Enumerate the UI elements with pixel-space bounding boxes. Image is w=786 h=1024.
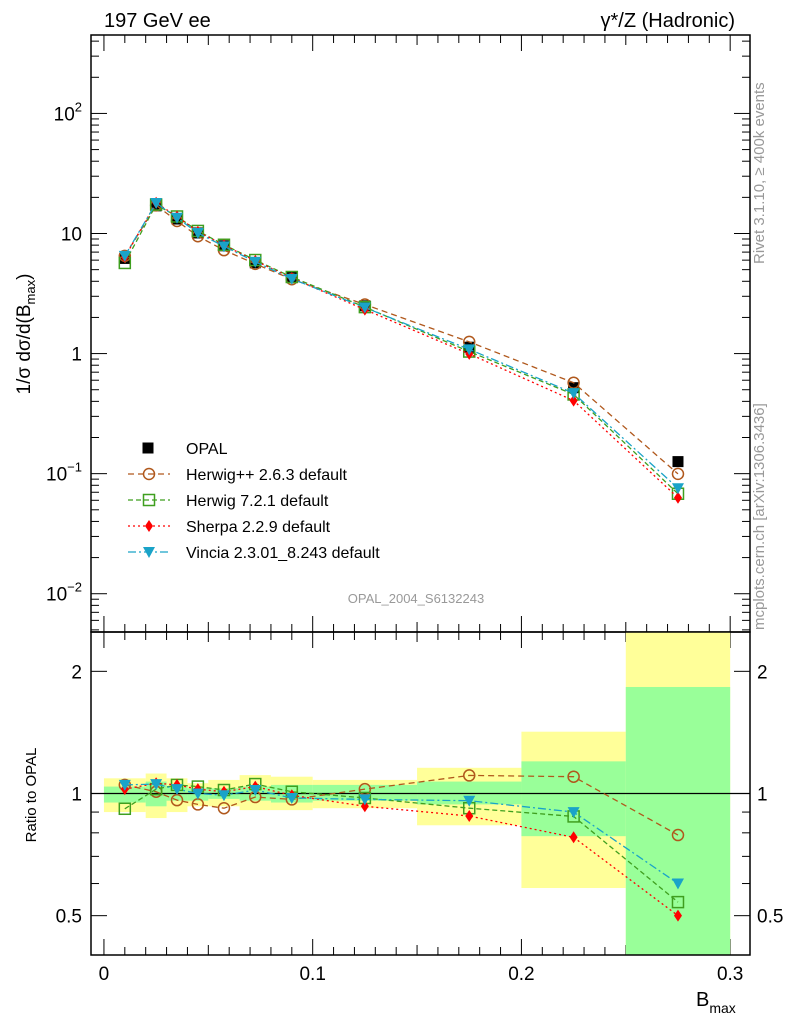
y-axis-label-close: ) xyxy=(14,274,35,280)
y-axis-label-sub: max xyxy=(23,279,38,304)
series-point-ratio xyxy=(191,788,204,800)
series-point-ratio xyxy=(150,779,163,791)
y-tick-label-base: 1 xyxy=(71,345,82,366)
series-point-ratio xyxy=(118,802,132,816)
series-point-ratio xyxy=(569,831,578,844)
x-tick-label: 0.1 xyxy=(299,964,325,985)
ratio-y-tick-label-left: 2 xyxy=(71,662,82,683)
band-stat xyxy=(521,761,626,837)
series-point-main xyxy=(249,256,262,268)
series-point-main xyxy=(285,273,298,285)
series-point-main xyxy=(569,394,578,407)
series-point-ratio xyxy=(358,794,371,806)
header-right: γ*/Z (Hadronic) xyxy=(601,10,735,32)
legend-marker-opal xyxy=(142,442,154,454)
legend-marker xyxy=(142,467,156,481)
ratio-y-tick-label-left: 0.5 xyxy=(56,907,82,928)
series-point-ratio xyxy=(671,828,685,842)
y-tick-label-base: 10 xyxy=(61,225,82,246)
series-point-main xyxy=(217,241,230,253)
series-point-main xyxy=(118,250,131,262)
y-tick-label: 102 xyxy=(54,99,82,125)
series-line-main xyxy=(124,204,679,475)
ratio-panel: 0.5 0.5 1 1 2 2 0 0.1 0.2 0.3 xyxy=(56,631,783,985)
y-tick-label: 1 xyxy=(71,345,82,366)
y-tick-label: 10 xyxy=(61,225,82,246)
legend-marker xyxy=(145,520,153,532)
y-tick-label-base: 10 xyxy=(46,585,67,606)
legend-label: Vincia 2.3.01_8.243 default xyxy=(186,545,380,562)
ratio-y-tick-label-left: 1 xyxy=(71,785,82,806)
x-tick-label: 0.2 xyxy=(508,964,534,985)
legend-label-opal: OPAL xyxy=(186,441,228,458)
header-left: 197 GeV ee xyxy=(104,10,211,32)
analysis-id: OPAL_2004_S6132243 xyxy=(348,591,484,606)
series-point-ratio xyxy=(671,895,685,909)
series-point-main xyxy=(567,388,580,400)
y-axis-label-text: 1/σ dσ/d(B xyxy=(14,304,35,394)
series-point-ratio xyxy=(360,800,369,813)
x-tick-label: 0.3 xyxy=(717,964,743,985)
main-frame xyxy=(90,34,751,633)
series-point-ratio xyxy=(671,878,684,890)
series-point-ratio xyxy=(673,909,682,922)
y-tick-label-exp: −2 xyxy=(67,580,82,595)
y-tick-label-exp: −1 xyxy=(67,460,82,475)
ratio-axis-label: Ratio to OPAL xyxy=(23,748,40,843)
legend-label: Herwig++ 2.6.3 default xyxy=(186,467,348,484)
series-point-main xyxy=(463,344,476,356)
series-line-ratio xyxy=(124,782,679,917)
series-point-ratio xyxy=(567,770,580,783)
x-axis-label-sub: max xyxy=(709,1000,735,1016)
series-point-main xyxy=(358,302,371,314)
series-point-ratio xyxy=(463,795,476,807)
series-point-main xyxy=(671,483,684,495)
series-point-ratio xyxy=(217,790,230,802)
series-point-ratio xyxy=(285,792,298,804)
y-tick-label-base: 10 xyxy=(54,104,75,125)
series-point-ratio xyxy=(171,784,184,796)
series-point-main xyxy=(171,212,184,224)
ratio-y-tick-label-right: 0.5 xyxy=(757,907,783,928)
y-tick-label: 10−2 xyxy=(46,580,82,606)
opal-data-point xyxy=(672,456,684,468)
rivet-label: Rivet 3.1.10, ≥ 400k events xyxy=(751,82,768,264)
series-point-main xyxy=(150,198,163,210)
y-tick-label-base: 10 xyxy=(46,465,67,486)
ratio-y-tick-label-right: 1 xyxy=(757,785,768,806)
series-point-main xyxy=(673,491,682,504)
x-axis-label-text: B xyxy=(696,989,709,1011)
series-point-ratio xyxy=(567,807,580,819)
legend-marker xyxy=(143,547,155,558)
series-point-ratio xyxy=(217,801,231,815)
y-tick-label: 10−1 xyxy=(46,460,82,486)
x-axis-label: Bmax xyxy=(696,989,736,1016)
y-axis-label: 1/σ dσ/d(Bmax) xyxy=(14,274,38,395)
legend-label: Herwig 7.2.1 default xyxy=(186,493,329,510)
ratio-y-tick-label-right: 2 xyxy=(757,662,768,683)
y-tick-label-exp: 2 xyxy=(75,99,82,114)
series-point-ratio xyxy=(465,810,474,823)
legend: OPAL Herwig++ 2.6.3 default Herwig 7.2.1 d… xyxy=(128,441,380,562)
series-point-ratio xyxy=(462,769,476,782)
series-line-ratio xyxy=(124,774,679,836)
series-point-main xyxy=(671,467,685,481)
mcplots-label: mcplots.cern.ch [arXiv:1306.3436] xyxy=(751,403,768,630)
series-point-ratio xyxy=(249,785,262,797)
series-point-main xyxy=(191,227,204,239)
series-point-ratio xyxy=(118,779,131,791)
legend-marker xyxy=(142,493,156,507)
x-tick-label: 0 xyxy=(99,964,110,985)
legend-label: Sherpa 2.2.9 default xyxy=(186,519,331,536)
